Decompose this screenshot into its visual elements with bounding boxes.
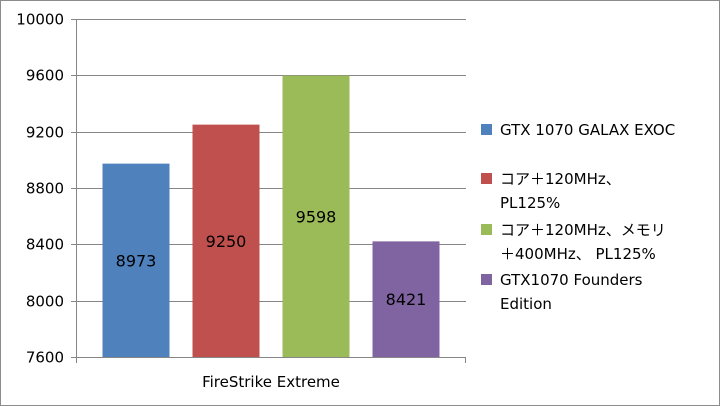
y-tick-label: 7600 <box>26 349 64 367</box>
legend-label-line: PL125% <box>500 194 561 212</box>
y-tick-label: 9600 <box>26 67 64 85</box>
data-label: 8973 <box>116 251 157 270</box>
y-tick-label: 8400 <box>26 236 64 254</box>
legend-label: GTX1070 Founders Edition <box>500 268 716 316</box>
data-label: 9250 <box>206 232 247 251</box>
data-label: 8421 <box>386 290 427 309</box>
y-tick-label: 8000 <box>26 293 64 311</box>
legend-label: GTX 1070 GALAX EXOC <box>500 118 716 142</box>
legend-label-line: Edition <box>500 295 552 313</box>
y-tick-label: 9200 <box>26 124 64 142</box>
x-category-label: FireStrike Extreme <box>202 373 340 391</box>
legend-swatch <box>481 274 492 285</box>
legend-label-line: GTX 1070 GALAX EXOC <box>500 121 676 139</box>
bar-3 <box>282 75 350 358</box>
bar-2 <box>192 124 260 357</box>
legend-label-line: ＋400MHz、 PL125% <box>500 245 656 263</box>
legend-label-line: コア＋120MHz、 <box>500 170 621 188</box>
y-tick-label: 10000 <box>16 11 64 29</box>
bar-4 <box>372 241 440 357</box>
legend-label-line: GTX1070 Founders <box>500 271 643 289</box>
legend-label: コア＋120MHz、メモリ ＋400MHz、 PL125% <box>500 218 716 266</box>
bar-1 <box>102 163 170 357</box>
legend-swatch <box>481 224 492 235</box>
legend-swatch <box>481 124 492 135</box>
legend-label-line: コア＋120MHz、メモリ <box>500 221 666 239</box>
legend-swatch <box>481 173 492 184</box>
y-tick-label: 8800 <box>26 180 64 198</box>
data-label: 9598 <box>296 207 337 226</box>
legend-label: コア＋120MHz、 PL125% <box>500 167 716 215</box>
